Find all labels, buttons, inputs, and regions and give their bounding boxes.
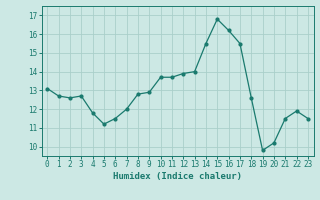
X-axis label: Humidex (Indice chaleur): Humidex (Indice chaleur) (113, 172, 242, 181)
